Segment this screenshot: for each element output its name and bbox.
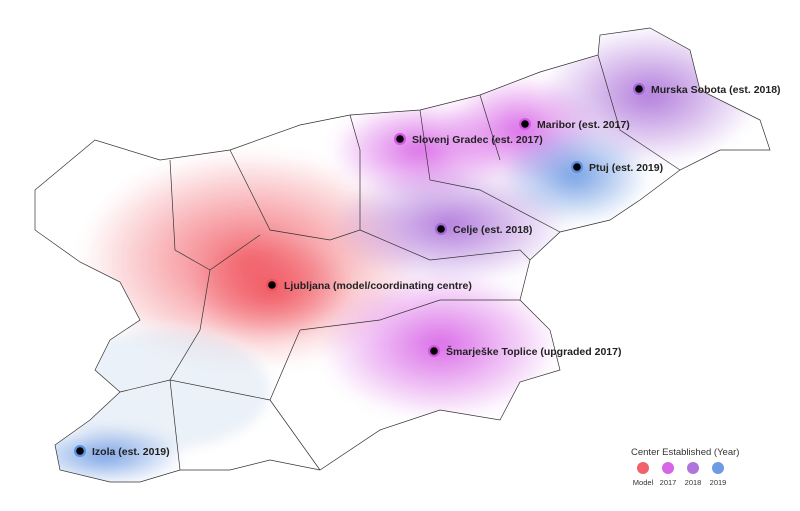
centre-label: Slovenj Gradec (est. 2017): [412, 134, 543, 146]
centre-label: Izola (est. 2019): [92, 446, 170, 458]
legend: Center Established (Year) Model 2017 2018 2…: [631, 447, 739, 487]
centre-dot-icon: [635, 85, 643, 93]
centre-dot-icon: [396, 135, 404, 143]
legend-label: Model: [633, 478, 654, 487]
centre-marker: Slovenj Gradec (est. 2017): [394, 133, 543, 146]
centre-dot-icon: [573, 163, 581, 171]
centre-dot-icon: [268, 281, 276, 289]
coverage-izola: [35, 425, 185, 482]
legend-swatch-icon: [637, 462, 649, 474]
centre-label: Maribor (est. 2017): [537, 119, 630, 131]
legend-label: 2017: [660, 478, 677, 487]
centre-marker: Šmarješke Toplice (upgraded 2017): [428, 345, 621, 358]
centre-marker: Murska Sobota (est. 2018): [633, 83, 781, 96]
centre-dot-icon: [521, 120, 529, 128]
centre-marker: Izola (est. 2019): [74, 445, 170, 458]
centre-label: Šmarješke Toplice (upgraded 2017): [446, 345, 621, 358]
legend-swatch-icon: [687, 462, 699, 474]
legend-swatch-icon: [712, 462, 724, 474]
centre-marker: Celje (est. 2018): [435, 223, 532, 236]
centre-marker: Maribor (est. 2017): [519, 118, 630, 131]
region-borders: [34, 27, 771, 483]
coverage-layer: [35, 28, 760, 482]
centre-dot-icon: [430, 347, 438, 355]
centre-dot-icon: [437, 225, 445, 233]
legend-swatch-icon: [662, 462, 674, 474]
coverage-smarjeske-toplice: [320, 270, 560, 420]
legend-title: Center Established (Year): [631, 447, 739, 458]
coverage-ptuj: [500, 125, 650, 225]
centre-label: Celje (est. 2018): [453, 224, 532, 236]
legend-label: 2018: [685, 478, 702, 487]
centre-label: Ptuj (est. 2019): [589, 162, 663, 174]
centre-label: Murska Sobota (est. 2018): [651, 84, 781, 96]
centre-dot-icon: [76, 447, 84, 455]
centre-label: Ljubljana (model/coordinating centre): [284, 280, 472, 292]
centre-marker: Ljubljana (model/coordinating centre): [266, 279, 472, 292]
legend-label: 2019: [710, 478, 727, 487]
centre-marker: Ptuj (est. 2019): [571, 161, 663, 174]
